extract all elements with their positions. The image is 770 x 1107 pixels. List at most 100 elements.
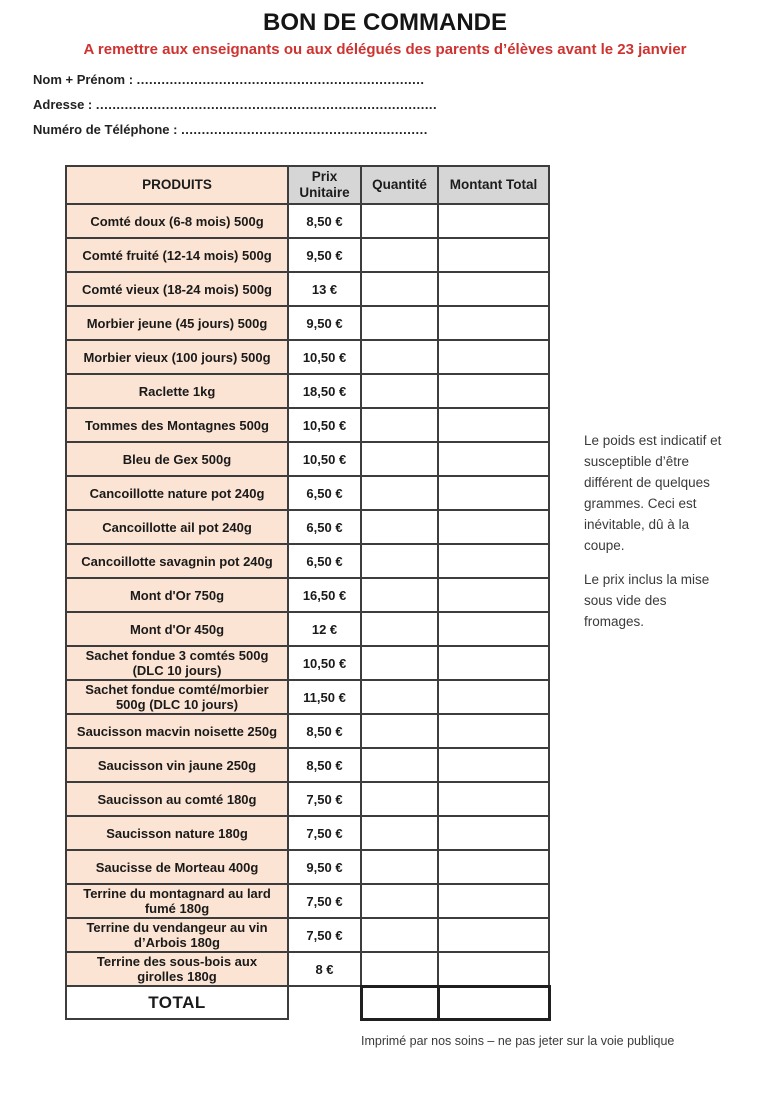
name-field[interactable]: Nom + Prénom : .........................…: [33, 71, 513, 96]
amount-cell[interactable]: [437, 203, 550, 239]
quantity-cell[interactable]: [360, 645, 439, 681]
phone-field-blank[interactable]: ........................................…: [181, 122, 428, 137]
column-header-quantite: Quantité: [360, 165, 439, 205]
amount-cell[interactable]: [437, 883, 550, 919]
product-row: Saucisson vin jaune 250g 8,50 €: [65, 747, 550, 783]
amount-cell[interactable]: [437, 611, 550, 647]
amount-cell[interactable]: [437, 305, 550, 341]
product-name: Saucisse de Morteau 400g: [65, 849, 289, 885]
unit-price: 6,50 €: [287, 543, 362, 579]
unit-price: 8,50 €: [287, 203, 362, 239]
unit-price: 12 €: [287, 611, 362, 647]
weight-disclaimer-note: Le poids est indicatif et susceptible d’…: [584, 430, 726, 632]
quantity-cell[interactable]: [360, 441, 439, 477]
quantity-cell[interactable]: [360, 373, 439, 409]
quantity-cell[interactable]: [360, 577, 439, 613]
quantity-cell[interactable]: [360, 203, 439, 239]
quantity-cell[interactable]: [360, 543, 439, 579]
unit-price: 16,50 €: [287, 577, 362, 613]
amount-cell[interactable]: [437, 237, 550, 273]
product-row: Cancoillotte nature pot 240g 6,50 €: [65, 475, 550, 511]
address-field-blank[interactable]: ........................................…: [95, 97, 438, 112]
unit-price: 9,50 €: [287, 849, 362, 885]
product-row: Terrine du montagnard au lard fumé 180g 7…: [65, 883, 550, 919]
unit-price: 18,50 €: [287, 373, 362, 409]
amount-cell[interactable]: [437, 373, 550, 409]
column-header-montant-total: Montant Total: [437, 165, 550, 205]
unit-price: 7,50 €: [287, 883, 362, 919]
product-name: Saucisson au comté 180g: [65, 781, 289, 817]
product-row: Saucisse de Morteau 400g 9,50 €: [65, 849, 550, 885]
amount-cell[interactable]: [437, 441, 550, 477]
quantity-cell[interactable]: [360, 509, 439, 545]
unit-price: 6,50 €: [287, 509, 362, 545]
column-header-prix-unitaire: Prix Unitaire: [287, 165, 362, 205]
amount-cell[interactable]: [437, 407, 550, 443]
contact-form: Nom + Prénom : .........................…: [33, 71, 513, 146]
column-header-produits: PRODUITS: [65, 165, 289, 205]
unit-price: 13 €: [287, 271, 362, 307]
product-name: Terrine du vendangeur au vin d’Arbois 18…: [65, 917, 289, 953]
total-amount-cell[interactable]: [436, 984, 551, 1021]
unit-price: 7,50 €: [287, 781, 362, 817]
unit-price: 10,50 €: [287, 339, 362, 375]
unit-price: 7,50 €: [287, 917, 362, 953]
amount-cell[interactable]: [437, 271, 550, 307]
amount-cell[interactable]: [437, 543, 550, 579]
name-field-blank[interactable]: ........................................…: [136, 72, 425, 87]
product-row: Terrine du vendangeur au vin d’Arbois 18…: [65, 917, 550, 953]
vacuum-packing-text: Le prix inclus la mise sous vide des fro…: [584, 572, 710, 629]
amount-cell[interactable]: [437, 951, 550, 987]
product-name: Raclette 1kg: [65, 373, 289, 409]
quantity-cell[interactable]: [360, 849, 439, 885]
quantity-cell[interactable]: [360, 305, 439, 341]
amount-cell[interactable]: [437, 849, 550, 885]
product-row: Sachet fondue comté/morbier 500g (DLC 10…: [65, 679, 550, 715]
print-notice: Imprimé par nos soins – ne pas jeter sur…: [361, 1034, 675, 1048]
product-name: Saucisson vin jaune 250g: [65, 747, 289, 783]
amount-cell[interactable]: [437, 713, 550, 749]
amount-cell[interactable]: [437, 781, 550, 817]
quantity-cell[interactable]: [360, 883, 439, 919]
amount-cell[interactable]: [437, 747, 550, 783]
product-name: Saucisson macvin noisette 250g: [65, 713, 289, 749]
total-row: TOTAL: [65, 984, 551, 1021]
quantity-cell[interactable]: [360, 407, 439, 443]
phone-field-label: Numéro de Téléphone :: [33, 122, 178, 137]
product-row: Morbier vieux (100 jours) 500g 10,50 €: [65, 339, 550, 375]
amount-cell[interactable]: [437, 509, 550, 545]
total-quantity-cell[interactable]: [359, 984, 440, 1021]
unit-price: 10,50 €: [287, 645, 362, 681]
product-name: Cancoillotte nature pot 240g: [65, 475, 289, 511]
unit-price: 9,50 €: [287, 305, 362, 341]
quantity-cell[interactable]: [360, 271, 439, 307]
product-name: Sachet fondue 3 comtés 500g (DLC 10 jour…: [65, 645, 289, 681]
amount-cell[interactable]: [437, 339, 550, 375]
quantity-cell[interactable]: [360, 917, 439, 953]
product-row: Terrine des sous-bois aux girolles 180g 8…: [65, 951, 550, 987]
product-row: Mont d'Or 450g 12 €: [65, 611, 550, 647]
amount-cell[interactable]: [437, 917, 550, 953]
quantity-cell[interactable]: [360, 781, 439, 817]
quantity-cell[interactable]: [360, 237, 439, 273]
unit-price: 10,50 €: [287, 441, 362, 477]
amount-cell[interactable]: [437, 475, 550, 511]
quantity-cell[interactable]: [360, 713, 439, 749]
amount-cell[interactable]: [437, 577, 550, 613]
amount-cell[interactable]: [437, 645, 550, 681]
amount-cell[interactable]: [437, 679, 550, 715]
amount-cell[interactable]: [437, 815, 550, 851]
phone-field[interactable]: Numéro de Téléphone : ..................…: [33, 121, 513, 146]
total-gap: [287, 985, 362, 1019]
unit-price: 8 €: [287, 951, 362, 987]
unit-price: 10,50 €: [287, 407, 362, 443]
unit-price: 8,50 €: [287, 713, 362, 749]
address-field[interactable]: Adresse : ..............................…: [33, 96, 513, 121]
quantity-cell[interactable]: [360, 679, 439, 715]
quantity-cell[interactable]: [360, 339, 439, 375]
quantity-cell[interactable]: [360, 475, 439, 511]
quantity-cell[interactable]: [360, 611, 439, 647]
quantity-cell[interactable]: [360, 815, 439, 851]
quantity-cell[interactable]: [360, 747, 439, 783]
quantity-cell[interactable]: [360, 951, 439, 987]
